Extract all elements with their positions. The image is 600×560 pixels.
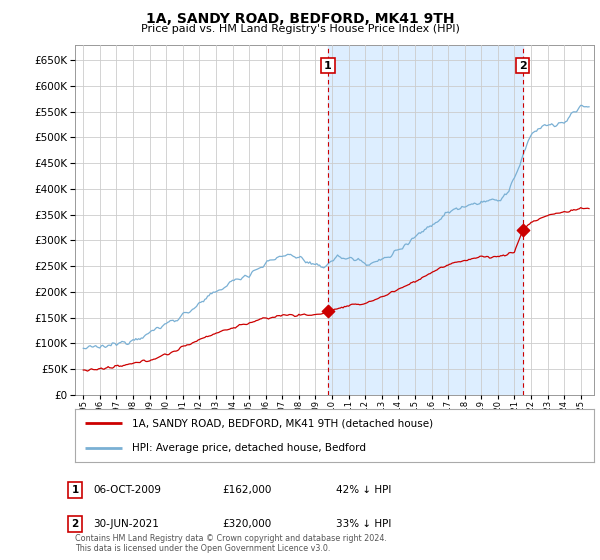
Text: HPI: Average price, detached house, Bedford: HPI: Average price, detached house, Bedf… — [132, 442, 366, 452]
Text: £320,000: £320,000 — [222, 519, 271, 529]
Text: 2: 2 — [71, 519, 79, 529]
Text: 06-OCT-2009: 06-OCT-2009 — [93, 485, 161, 495]
Text: 30-JUN-2021: 30-JUN-2021 — [93, 519, 159, 529]
Point — [518, 226, 527, 235]
Text: 1A, SANDY ROAD, BEDFORD, MK41 9TH: 1A, SANDY ROAD, BEDFORD, MK41 9TH — [146, 12, 454, 26]
Text: 1: 1 — [324, 60, 332, 71]
Text: £162,000: £162,000 — [222, 485, 271, 495]
Text: Contains HM Land Registry data © Crown copyright and database right 2024.
This d: Contains HM Land Registry data © Crown c… — [75, 534, 387, 553]
Point — [323, 307, 333, 316]
Text: 1: 1 — [71, 485, 79, 495]
Text: 42% ↓ HPI: 42% ↓ HPI — [336, 485, 391, 495]
Text: 33% ↓ HPI: 33% ↓ HPI — [336, 519, 391, 529]
Text: Price paid vs. HM Land Registry's House Price Index (HPI): Price paid vs. HM Land Registry's House … — [140, 24, 460, 34]
Text: 2: 2 — [519, 60, 527, 71]
Text: 1A, SANDY ROAD, BEDFORD, MK41 9TH (detached house): 1A, SANDY ROAD, BEDFORD, MK41 9TH (detac… — [132, 418, 433, 428]
Bar — [328, 45, 523, 395]
